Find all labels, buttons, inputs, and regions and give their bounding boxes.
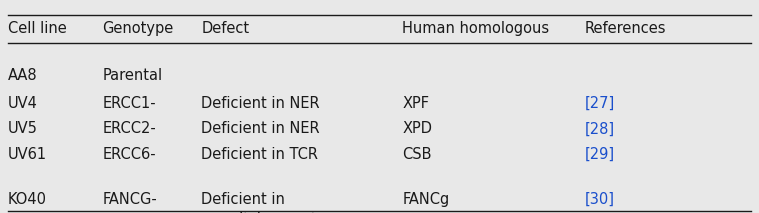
Text: [28]: [28] [584,121,615,136]
Text: [29]: [29] [584,147,615,162]
Text: UV4: UV4 [8,96,37,111]
Text: Parental: Parental [102,68,162,83]
Text: CSB: CSB [402,147,432,162]
Text: XPD: XPD [402,121,433,136]
Text: Genotype: Genotype [102,21,174,36]
Text: [27]: [27] [584,96,615,111]
Text: Human homologous: Human homologous [402,21,550,36]
Text: KO40: KO40 [8,192,46,207]
Text: UV5: UV5 [8,121,37,136]
Text: Cell line: Cell line [8,21,66,36]
Text: Defect: Defect [201,21,249,36]
Text: Deficient in TCR: Deficient in TCR [201,147,318,162]
Text: AA8: AA8 [8,68,37,83]
Text: FANCG-: FANCG- [102,192,157,207]
Text: Deficient in
crosslinks repair: Deficient in crosslinks repair [201,192,321,213]
Text: ERCC1-: ERCC1- [102,96,156,111]
Text: References: References [584,21,666,36]
Text: FANCg: FANCg [402,192,449,207]
Text: [30]: [30] [584,192,615,207]
Text: Deficient in NER: Deficient in NER [201,121,320,136]
Text: XPF: XPF [402,96,430,111]
Text: Deficient in NER: Deficient in NER [201,96,320,111]
Text: UV61: UV61 [8,147,47,162]
Text: ERCC2-: ERCC2- [102,121,156,136]
Text: ERCC6-: ERCC6- [102,147,156,162]
